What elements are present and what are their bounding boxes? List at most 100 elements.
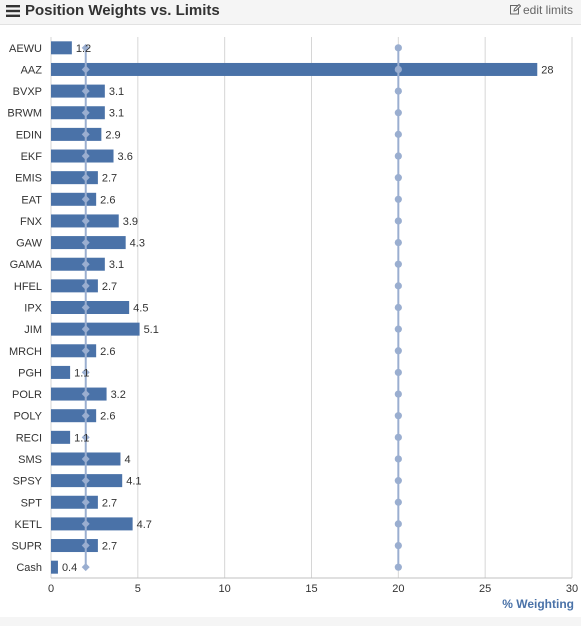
value-label: 1.1: [74, 367, 89, 379]
list-icon: [6, 5, 20, 17]
bar-aaz[interactable]: [51, 62, 538, 76]
limit-marker[interactable]: [81, 303, 90, 312]
edit-limits-link[interactable]: edit limits: [509, 3, 573, 17]
limit-marker[interactable]: [394, 152, 402, 160]
limit-marker[interactable]: [394, 282, 402, 290]
category-label: IPX: [24, 303, 42, 315]
category-label: MRCH: [9, 346, 42, 358]
value-label: 3.2: [111, 389, 126, 401]
limit-marker[interactable]: [394, 325, 402, 333]
limit-marker[interactable]: [394, 563, 402, 571]
limit-marker[interactable]: [81, 152, 90, 161]
limit-marker[interactable]: [394, 217, 402, 225]
bar-gama[interactable]: [51, 257, 105, 271]
limit-marker[interactable]: [394, 347, 402, 355]
value-label: 1.1: [74, 432, 89, 444]
limit-marker[interactable]: [394, 412, 402, 420]
limit-marker[interactable]: [394, 109, 402, 117]
limit-marker[interactable]: [394, 238, 402, 247]
value-label: 1.2: [76, 43, 91, 55]
limit-marker[interactable]: [81, 108, 90, 117]
value-label: 2.7: [102, 173, 117, 185]
limit-marker[interactable]: [81, 195, 90, 204]
limit-marker[interactable]: [81, 173, 90, 182]
value-label: 4.5: [133, 303, 148, 315]
bar-supr[interactable]: [51, 539, 98, 553]
limit-marker[interactable]: [81, 541, 90, 550]
limit-marker[interactable]: [394, 65, 402, 74]
limit-marker[interactable]: [81, 130, 90, 139]
value-label: 3.1: [109, 108, 124, 120]
category-label: SPSY: [13, 476, 43, 488]
value-label: 2.7: [102, 497, 117, 509]
bar-bvxp[interactable]: [51, 84, 105, 98]
value-label: 3.1: [109, 86, 124, 98]
limit-marker[interactable]: [394, 260, 402, 268]
limit-marker[interactable]: [81, 325, 90, 334]
category-label: FNX: [20, 216, 43, 228]
limit-marker[interactable]: [394, 174, 402, 182]
category-label: SMS: [18, 454, 42, 466]
bar-brwm[interactable]: [51, 106, 105, 120]
panel-title: Position Weights vs. Limits: [25, 2, 220, 19]
limit-marker[interactable]: [394, 477, 402, 485]
limit-marker[interactable]: [81, 346, 90, 355]
limit-marker[interactable]: [394, 368, 402, 377]
value-label: 28: [541, 64, 553, 76]
bar-pgh[interactable]: [51, 365, 71, 379]
limit-marker[interactable]: [81, 281, 90, 290]
limit-marker[interactable]: [81, 390, 90, 399]
limit-marker[interactable]: [394, 130, 402, 138]
category-label: PGH: [18, 367, 42, 379]
bar-cash[interactable]: [51, 560, 58, 574]
value-label: 0.4: [62, 562, 77, 574]
value-label: 2.6: [100, 194, 115, 206]
bar-edin[interactable]: [51, 127, 102, 141]
limit-marker[interactable]: [394, 433, 402, 441]
category-label: AAZ: [21, 64, 43, 76]
limit-marker[interactable]: [81, 43, 90, 52]
limit-marker[interactable]: [81, 476, 90, 485]
bar-ketl[interactable]: [51, 517, 133, 531]
x-tick-label: 20: [392, 583, 404, 595]
limit-marker[interactable]: [81, 260, 90, 269]
limit-marker[interactable]: [81, 65, 90, 74]
x-tick-label: 15: [305, 583, 317, 595]
limit-marker[interactable]: [81, 238, 90, 247]
limit-marker[interactable]: [394, 390, 402, 398]
bar-hfel[interactable]: [51, 279, 98, 293]
limit-marker[interactable]: [81, 519, 90, 528]
limit-marker[interactable]: [81, 454, 90, 463]
bar-jim[interactable]: [51, 322, 140, 336]
limit-marker[interactable]: [394, 455, 402, 463]
value-label: 2.7: [102, 281, 117, 293]
limit-marker[interactable]: [394, 87, 402, 95]
bar-polr[interactable]: [51, 387, 107, 401]
bar-reci[interactable]: [51, 430, 71, 444]
limit-marker[interactable]: [81, 87, 90, 96]
bar-emis[interactable]: [51, 171, 98, 185]
limit-marker[interactable]: [81, 498, 90, 507]
bar-ipx[interactable]: [51, 301, 130, 314]
value-label: 5.1: [144, 324, 159, 336]
limit-marker[interactable]: [81, 433, 90, 442]
limit-marker[interactable]: [81, 216, 90, 225]
bar-spt[interactable]: [51, 495, 98, 509]
x-tick-label: 10: [219, 583, 231, 595]
limit-marker[interactable]: [81, 411, 90, 420]
limit-marker[interactable]: [394, 541, 402, 550]
limit-marker[interactable]: [81, 563, 90, 572]
limit-marker[interactable]: [394, 303, 402, 312]
limit-marker[interactable]: [81, 368, 90, 377]
category-label: GAMA: [10, 259, 43, 271]
limit-markers: [81, 43, 402, 572]
value-label: 2.7: [102, 541, 117, 553]
limit-marker[interactable]: [394, 498, 402, 506]
value-label: 4.7: [137, 519, 152, 531]
category-label: EDIN: [16, 129, 42, 141]
limit-marker[interactable]: [394, 44, 402, 52]
limit-marker[interactable]: [394, 195, 402, 203]
limit-marker[interactable]: [394, 520, 402, 528]
bar-aewu[interactable]: [51, 41, 72, 55]
